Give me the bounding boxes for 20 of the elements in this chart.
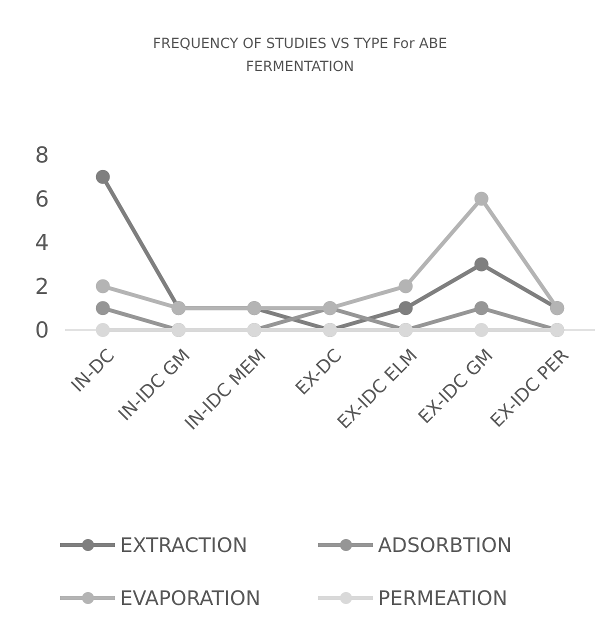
- chart-title: FREQUENCY OF STUDIES VS TYPE For ABE FERMENTATION: [152, 36, 448, 75]
- point: [398, 301, 413, 316]
- y-tick-label: 0: [35, 318, 49, 344]
- y-tick-label: 6: [35, 187, 49, 212]
- point: [96, 301, 110, 316]
- legend-label: ADSORBTION: [378, 533, 512, 557]
- point: [474, 192, 488, 206]
- point: [96, 323, 110, 337]
- point: [474, 301, 488, 316]
- y-tick-label: 8: [35, 144, 49, 169]
- point: [398, 279, 413, 294]
- legend-label: EVAPORATION: [120, 586, 261, 610]
- point: [96, 279, 110, 294]
- point: [474, 257, 488, 272]
- point: [474, 323, 488, 337]
- legend-label: PERMEATION: [378, 586, 508, 610]
- point: [96, 170, 110, 184]
- legend-label: EXTRACTION: [120, 533, 248, 557]
- y-tick-label: 2: [35, 274, 49, 300]
- y-tick-label: 4: [35, 231, 49, 256]
